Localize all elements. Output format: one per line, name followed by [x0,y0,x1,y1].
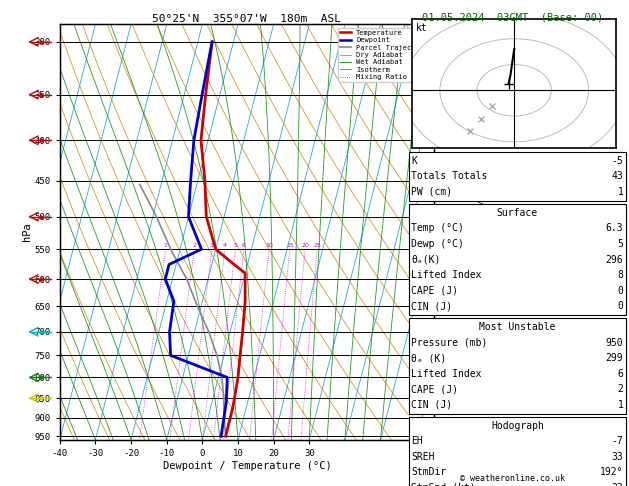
Text: 950: 950 [606,338,623,347]
Text: StmSpd (kt): StmSpd (kt) [411,483,476,486]
Text: CIN (J): CIN (J) [411,400,452,410]
Text: 1: 1 [618,187,623,197]
Text: Pressure (mb): Pressure (mb) [411,338,487,347]
Text: K: K [411,156,417,166]
Text: -5: -5 [611,156,623,166]
Text: 299: 299 [606,353,623,363]
Text: 6.3: 6.3 [606,224,623,233]
Text: 15: 15 [286,243,294,248]
Text: 10: 10 [265,243,273,248]
Text: 6: 6 [242,243,246,248]
Text: PW (cm): PW (cm) [411,187,452,197]
Text: 4: 4 [223,243,227,248]
Text: Totals Totals: Totals Totals [411,172,487,181]
Text: 3: 3 [210,243,214,248]
Text: 5: 5 [618,239,623,249]
Text: © weatheronline.co.uk: © weatheronline.co.uk [460,474,565,483]
Y-axis label: hPa: hPa [22,223,32,242]
Text: 5: 5 [233,243,237,248]
Text: 43: 43 [611,172,623,181]
Text: Hodograph: Hodograph [491,421,544,431]
Text: Mixing Ratio (g/kg): Mixing Ratio (g/kg) [479,185,488,279]
Text: CAPE (J): CAPE (J) [411,286,459,295]
Text: 01.05.2024  03GMT  (Base: 00): 01.05.2024 03GMT (Base: 00) [422,12,603,22]
Title: 50°25'N  355°07'W  180m  ASL: 50°25'N 355°07'W 180m ASL [152,14,342,23]
Text: StmDir: StmDir [411,468,447,477]
Text: Surface: Surface [497,208,538,218]
Legend: Temperature, Dewpoint, Parcel Trajectory, Dry Adiabat, Wet Adiabat, Isotherm, Mi: Temperature, Dewpoint, Parcel Trajectory… [338,28,430,82]
Text: 2: 2 [618,384,623,394]
Text: 296: 296 [606,255,623,264]
Text: 0: 0 [618,286,623,295]
Text: 25: 25 [313,243,321,248]
Text: θₑ(K): θₑ(K) [411,255,441,264]
Text: 33: 33 [611,452,623,462]
Text: CAPE (J): CAPE (J) [411,384,459,394]
X-axis label: Dewpoint / Temperature (°C): Dewpoint / Temperature (°C) [162,461,331,470]
Text: LCL: LCL [438,440,453,450]
Text: EH: EH [411,436,423,446]
Text: Temp (°C): Temp (°C) [411,224,464,233]
Text: 8: 8 [618,270,623,280]
Text: θₑ (K): θₑ (K) [411,353,447,363]
Text: 20: 20 [301,243,309,248]
Text: Lifted Index: Lifted Index [411,270,482,280]
Text: -7: -7 [611,436,623,446]
Text: 1: 1 [618,400,623,410]
Y-axis label: km
ASL: km ASL [451,223,473,241]
Text: kt: kt [416,23,428,34]
Text: CIN (J): CIN (J) [411,301,452,311]
Text: Dewp (°C): Dewp (°C) [411,239,464,249]
Text: SREH: SREH [411,452,435,462]
Text: 192°: 192° [600,468,623,477]
Text: 0: 0 [618,301,623,311]
Text: 1: 1 [164,243,168,248]
Text: Lifted Index: Lifted Index [411,369,482,379]
Text: Most Unstable: Most Unstable [479,322,555,332]
Text: 33: 33 [611,483,623,486]
Text: 2: 2 [192,243,196,248]
Text: 6: 6 [618,369,623,379]
